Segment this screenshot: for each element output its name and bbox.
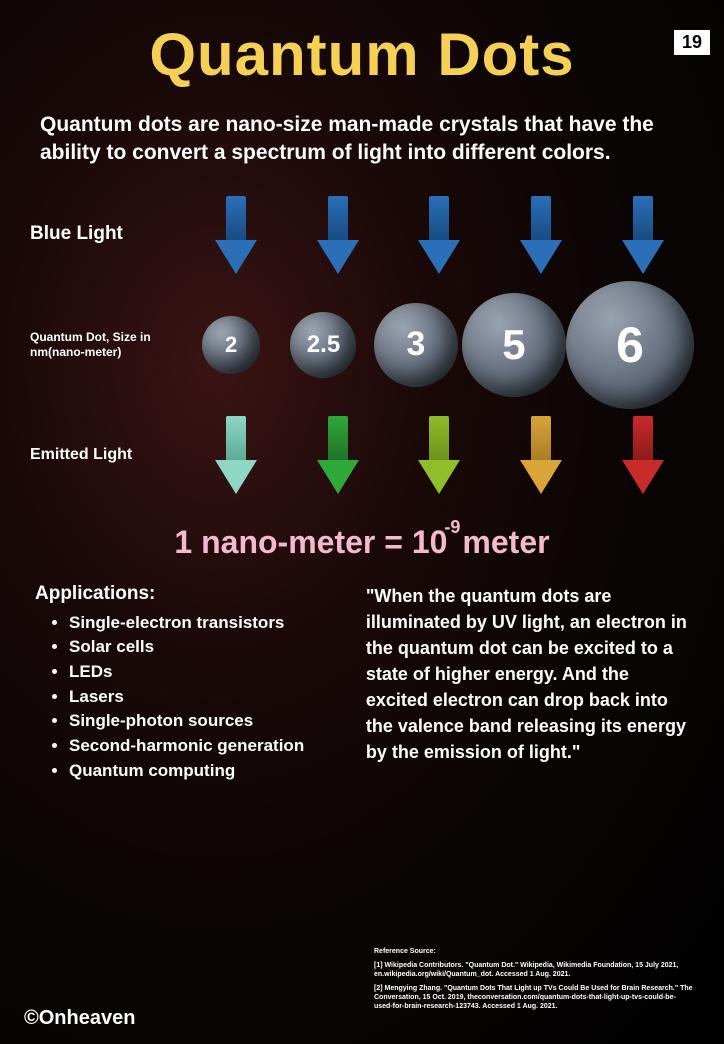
emitted-arrow (490, 416, 592, 494)
quantum-dot-value: 2 (202, 316, 260, 374)
quantum-dot-value: 5 (462, 293, 566, 397)
emitted-arrow-row: Emitted Light (30, 416, 694, 494)
references-block: Reference Source: [1] Wikipedia Contribu… (374, 947, 694, 1016)
input-arrow (287, 196, 389, 274)
intro-text: Quantum dots are nano-size man-made crys… (40, 111, 674, 168)
quantum-dot-value: 6 (566, 281, 694, 409)
dots-row: Quantum Dot, Size in nm(nano-meter) 2 2.5… (30, 280, 694, 410)
input-arrow (185, 196, 287, 274)
reference-item: [2] Mengying Zhang. "Quantum Dots That L… (374, 984, 694, 1011)
input-arrow (389, 196, 491, 274)
application-item: Quantum computing (69, 759, 336, 784)
references-heading: Reference Source: (374, 947, 694, 956)
page-title: Quantum Dots (0, 20, 724, 89)
quantum-dot-value: 3 (374, 303, 458, 387)
quantum-dot-value: 2.5 (290, 312, 356, 378)
reference-item: [1] Wikipedia Contributors. "Quantum Dot… (374, 961, 694, 979)
quantum-dot: 5 (462, 293, 566, 397)
quantum-dot: 2.5 (277, 312, 369, 378)
quote-block: "When the quantum dots are illuminated b… (366, 583, 689, 783)
quantum-dot: 3 (370, 303, 462, 387)
emitted-arrow (287, 416, 389, 494)
emitted-light-label: Emitted Light (30, 445, 185, 464)
input-arrow (490, 196, 592, 274)
quantum-dot-diagram: Blue Light Quantum Dot, Size in nm(nano-… (0, 196, 724, 494)
application-item: Lasers (69, 685, 336, 710)
quantum-dot: 2 (185, 316, 277, 374)
copyright: ©Onheaven (24, 1007, 135, 1030)
input-arrow (592, 196, 694, 274)
equation-suffix: meter (462, 524, 549, 560)
applications-heading: Applications: (35, 583, 336, 605)
bottom-columns: Applications: Single-electron transistor… (35, 583, 689, 783)
emitted-arrow (592, 416, 694, 494)
quantum-dot: 6 (566, 281, 694, 409)
input-arrow-row: Blue Light (30, 196, 694, 274)
equation-prefix: 1 nano-meter = 10 (174, 524, 447, 560)
page-number: 19 (674, 30, 710, 55)
applications-block: Applications: Single-electron transistor… (35, 583, 336, 783)
emitted-arrow (185, 416, 287, 494)
application-item: Single-electron transistors (69, 611, 336, 636)
size-label: Quantum Dot, Size in nm(nano-meter) (30, 330, 185, 359)
applications-list: Single-electron transistorsSolar cellsLE… (35, 611, 336, 783)
application-item: Second-harmonic generation (69, 734, 336, 759)
emitted-arrow (389, 416, 491, 494)
blue-light-label: Blue Light (30, 223, 185, 246)
application-item: Single-photon sources (69, 709, 336, 734)
nanometer-equation: 1 nano-meter = 10-9meter (0, 524, 724, 561)
application-item: LEDs (69, 660, 336, 685)
equation-exponent: -9 (444, 517, 460, 537)
application-item: Solar cells (69, 635, 336, 660)
